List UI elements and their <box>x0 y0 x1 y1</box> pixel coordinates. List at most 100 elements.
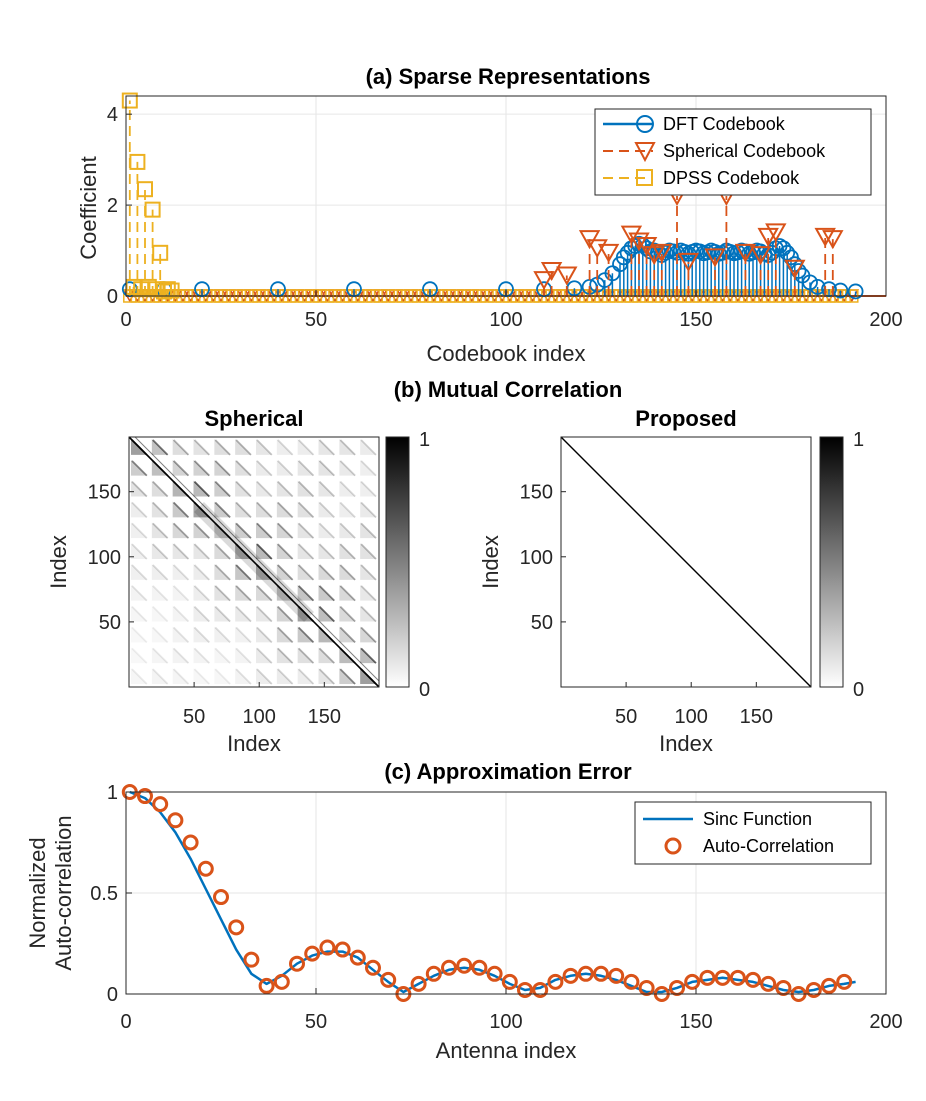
spherical-block-streak <box>298 543 315 560</box>
panel-c-xtick-label: 200 <box>869 1011 902 1033</box>
spherical-block-shade <box>151 522 168 539</box>
spherical-block-streak <box>298 585 315 602</box>
autocorrelation-point <box>319 939 336 956</box>
spherical-block-shade <box>214 605 231 622</box>
spherical-block-shade <box>360 439 376 455</box>
spherical-point <box>586 239 608 259</box>
spherical-block-shade <box>256 522 272 539</box>
autocorrelation-point <box>608 967 625 984</box>
spherical-block-shade <box>339 584 356 601</box>
colorbar-proposed-min: 0 <box>853 679 864 701</box>
spherical-block-shade <box>172 459 189 476</box>
autocorrelation-point <box>593 965 609 982</box>
colorbar-proposed <box>819 436 844 688</box>
spherical-block-shade <box>151 584 168 601</box>
spherical-block-streak <box>193 481 210 498</box>
spherical-block-streak <box>152 522 169 539</box>
panel-a-ytick-label: 4 <box>107 104 118 126</box>
spherical-block-streak <box>339 626 356 643</box>
panel-a-ylabel: Coefficient <box>76 156 101 260</box>
colorbar-spherical-max: 1 <box>419 429 430 451</box>
autocorrelation-point <box>213 889 229 906</box>
spherical-block-streak <box>360 522 377 539</box>
spherical-block-streak <box>214 460 231 477</box>
legend-label-dft: DFT Codebook <box>663 114 786 134</box>
spherical-block-shade <box>318 439 335 455</box>
spherical-block-shade <box>172 543 189 559</box>
spherical-block-shade <box>235 439 251 455</box>
spherical-block-streak <box>256 522 273 539</box>
spherical-block-shade <box>256 626 272 643</box>
spherical-block-shade <box>235 480 251 497</box>
spherical-block-shade <box>235 626 251 643</box>
colorbar-spherical-min: 0 <box>419 679 430 701</box>
spherical-point <box>533 271 555 291</box>
spherical-block-streak <box>193 606 210 623</box>
spherical-block-streak <box>339 460 356 477</box>
spherical-block-shade <box>193 647 210 664</box>
autocorrelation-point <box>562 967 579 984</box>
spherical-point <box>749 246 772 266</box>
dpss-point <box>163 282 180 299</box>
spherical-point <box>814 227 836 247</box>
spherical-block-shade <box>276 543 293 559</box>
spherical-block-shade <box>172 605 189 622</box>
spherical-point <box>784 259 806 279</box>
spherical-block-streak <box>152 564 169 581</box>
panel-c-xlabel: Antenna index <box>436 1038 577 1063</box>
spherical-block-shade <box>235 522 251 539</box>
spherical-block-streak <box>360 606 377 623</box>
autocorrelation-point <box>365 959 381 976</box>
autocorrelation-point <box>167 812 184 829</box>
spherical-block-streak <box>173 543 190 560</box>
spherical-block-shade <box>214 480 231 497</box>
spherical-point <box>765 223 787 243</box>
autocorrelation-point <box>547 973 564 990</box>
spherical-block-streak <box>298 626 315 643</box>
spherical-block-shade <box>339 439 356 455</box>
heatmap-spherical-xlabel: Index <box>227 731 281 756</box>
spherical-block-shade <box>339 501 356 518</box>
spherical-block-streak <box>298 564 315 581</box>
spherical-block-streak <box>173 626 190 643</box>
panel-a-title: (a) Sparse Representations <box>366 64 651 89</box>
spherical-block-streak <box>173 501 190 518</box>
spherical-block-shade <box>297 501 314 518</box>
dpss-point <box>152 244 169 261</box>
sinc-function-line <box>129 790 856 994</box>
spherical-block-shade <box>172 647 189 664</box>
spherical-block-shade <box>297 439 314 455</box>
panel-a: (a) Sparse Representations 0 50 100 150 2000… <box>76 64 903 366</box>
spherical-block-shade <box>360 584 376 601</box>
spherical-block-shade <box>339 522 356 539</box>
spherical-block-streak <box>131 606 148 623</box>
spherical-block-streak <box>173 439 190 456</box>
colorbar-proposed-max: 1 <box>853 429 864 451</box>
spherical-block-streak <box>131 626 148 643</box>
heatmap-spherical-xtick-label: 100 <box>243 706 276 728</box>
spherical-block-shade <box>339 459 356 476</box>
spherical-block-streak <box>193 668 210 685</box>
spherical-point <box>677 252 700 272</box>
spherical-point <box>822 230 844 250</box>
autocorrelation-point <box>289 955 305 972</box>
autocorrelation-point <box>152 796 169 813</box>
spherical-block-streak <box>214 606 231 623</box>
panel-c: (c) Approximation Error 0 50 100 150 200 0 0.5… <box>25 759 903 1063</box>
spherical-block-streak <box>235 501 252 518</box>
spherical-block-streak <box>256 647 273 664</box>
spherical-block-streak <box>235 439 252 456</box>
spherical-block-streak <box>173 522 190 539</box>
spherical-block-streak <box>235 564 252 581</box>
spherical-block-streak <box>318 585 335 602</box>
spherical-block-shade <box>256 647 272 664</box>
panel-a-ticks: 0 50 100 150 200 0 2 4 <box>107 104 903 331</box>
autocorrelation-point <box>577 965 594 982</box>
spherical-block-shade <box>297 626 314 643</box>
spherical-block-streak <box>339 522 356 539</box>
spherical-block-streak <box>298 647 315 664</box>
spherical-block-streak <box>277 668 294 685</box>
spherical-point <box>597 243 620 263</box>
